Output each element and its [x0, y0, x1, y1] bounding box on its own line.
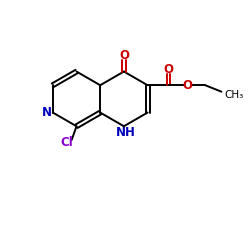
- Text: NH: NH: [116, 126, 136, 139]
- Text: Cl: Cl: [61, 136, 74, 149]
- Text: O: O: [119, 49, 129, 62]
- Text: O: O: [182, 79, 192, 92]
- Text: CH₃: CH₃: [224, 90, 243, 100]
- Text: N: N: [42, 106, 52, 119]
- Text: O: O: [164, 63, 174, 76]
